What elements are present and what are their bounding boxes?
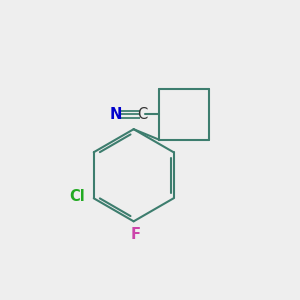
Text: F: F xyxy=(130,227,140,242)
Text: N: N xyxy=(110,107,122,122)
Text: Cl: Cl xyxy=(70,189,85,204)
Text: C: C xyxy=(137,107,148,122)
